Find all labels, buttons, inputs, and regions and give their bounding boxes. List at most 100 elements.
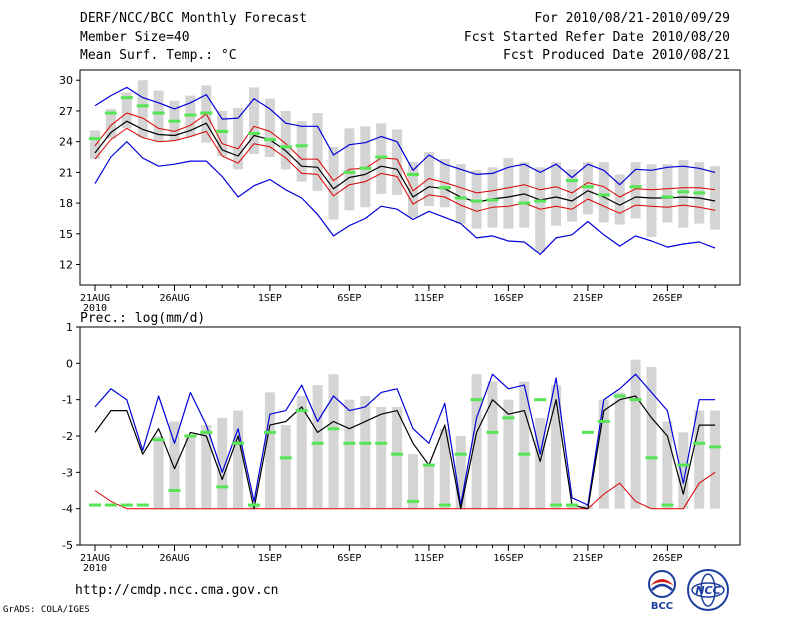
temp-box-4 [137,80,148,138]
prec-observed-12 [263,430,276,434]
prec-box-23 [439,428,450,509]
temp-xtick-label: 6SEP [337,293,361,304]
prec-observed-27 [502,416,515,420]
prec-max-line [94,373,716,506]
prec-observed-1 [89,503,101,507]
forecast-produced-date: Fcst Produced Date 2010/08/21 [503,48,730,63]
temp-observed-28 [518,201,531,205]
forecast-period: For 2010/08/21-2010/09/29 [534,11,730,26]
prec-ytick-label: -4 [62,503,73,516]
prec-box-14 [296,396,307,509]
temp-ytick-label: 30 [59,74,73,87]
temp-observed-2 [104,111,117,115]
temp-box-2 [105,108,116,139]
temp-observed-12 [263,138,276,142]
prec-box-24 [455,436,466,509]
temp-ytick-label: 12 [59,259,73,272]
temp-observed-14 [295,144,308,148]
temp-observed-32 [581,185,594,189]
prec-box-12 [264,392,275,509]
prec-observed-26 [486,430,499,434]
prec-box-37 [662,421,673,509]
temp-box-38 [678,160,689,228]
prec-observed-24 [454,452,467,456]
temp-box-12 [264,98,275,158]
temp-xtick-label: 21AUG [80,293,110,304]
temp-observed-5 [152,111,165,115]
prec-observed-9 [216,485,229,489]
temp-observed-26 [486,198,499,202]
temp-observed-13 [279,145,292,149]
prec-box-29 [535,417,546,509]
temp-box-28 [519,162,530,228]
prec-observed-18 [359,441,372,445]
prec-observed-34 [613,394,626,398]
temp-box-26 [487,167,498,228]
bcc-logo: BCC [648,570,676,612]
temp-ytick-label: 21 [59,166,73,179]
temp-box-40 [710,166,721,230]
temp-year-label: 2010 [83,303,107,314]
prec-box-21 [408,454,418,509]
prec-observed-4 [136,503,149,507]
temp-observed-29 [534,199,547,203]
prec-box-38 [678,432,689,509]
temp-box-25 [471,170,482,229]
temp-observed-4 [136,104,149,108]
prec-ytick-label: 1 [66,321,73,334]
grads-credit: GrADS: COLA/IGES [3,605,90,615]
temp-box-11 [249,87,259,154]
prec-box-16 [328,374,339,509]
temp-observed-33 [597,193,610,197]
temp-observed-3 [120,96,133,100]
temp-observed-11 [248,131,260,135]
prec-observed-32 [581,430,594,434]
prec-observed-7 [184,434,197,438]
temp-xtick-label: 11SEP [414,293,444,304]
temp-xtick-label: 26AUG [159,293,189,304]
temp-box-33 [598,162,609,223]
prec-xtick-label: 26AUG [159,553,189,564]
prec-ytick-label: -1 [62,394,73,407]
svg-text:NCC: NCC [695,584,720,597]
prec-observed-30 [550,503,563,507]
prec-box-33 [598,399,609,509]
prec-observed-29 [534,398,547,402]
prec-observed-14 [295,409,308,413]
source-url[interactable]: http://cmdp.ncc.cma.gov.cn [75,583,279,598]
prec-observed-21 [407,499,419,503]
prec-box-30 [551,385,562,509]
prec-box-15 [312,385,323,509]
forecast-started-date: Fcst Started Refer Date 2010/08/20 [463,30,730,45]
temp-box-29 [535,167,546,253]
prec-observed-31 [566,503,578,507]
prec-box-8 [201,425,212,509]
temp-observed-19 [375,155,388,159]
prec-observed-38 [677,463,690,467]
prec-observed-36 [645,456,658,460]
temp-observed-24 [454,196,467,200]
prec-observed-17 [343,441,356,445]
prec-observed-8 [200,430,213,434]
temp-box-23 [439,159,450,208]
temp-xtick-label: 16SEP [493,293,523,304]
member-size: Member Size=40 [80,30,190,45]
temp-observed-23 [438,186,451,190]
temp-xtick-label: 26SEP [652,293,682,304]
prec-box-7 [185,436,196,509]
temp-box-9 [217,110,228,156]
temp-box-1 [90,130,100,160]
temp-box-32 [582,162,593,215]
prec-box-28 [519,381,530,509]
prec-observed-37 [661,503,674,507]
prec-xtick-label: 6SEP [337,553,361,564]
temp-frame [79,69,741,286]
prec-observed-39 [693,441,706,445]
prec-box-22 [423,465,434,509]
prec-observed-6 [168,489,181,492]
prec-observed-10 [232,441,245,445]
temp-box-14 [296,121,307,182]
svg-text:BCC: BCC [651,601,673,612]
temp-observed-38 [677,190,690,194]
